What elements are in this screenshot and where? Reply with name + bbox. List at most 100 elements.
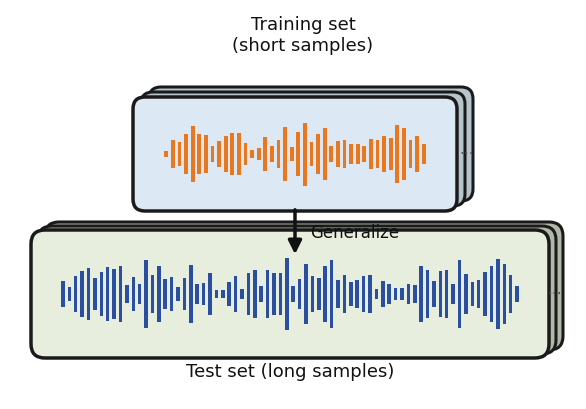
Bar [415, 136, 419, 173]
Bar [227, 282, 231, 306]
FancyBboxPatch shape [149, 88, 473, 202]
Bar [183, 279, 186, 310]
Bar [80, 271, 84, 318]
Bar [407, 284, 410, 304]
Bar [253, 270, 257, 318]
Bar [191, 127, 195, 183]
Bar [304, 264, 308, 324]
Bar [131, 277, 135, 311]
Bar [224, 136, 227, 173]
Bar [291, 287, 295, 302]
Bar [106, 267, 110, 321]
Bar [330, 261, 333, 328]
Bar [316, 135, 320, 174]
Bar [67, 287, 71, 301]
Bar [394, 288, 397, 300]
Bar [202, 283, 206, 306]
Bar [196, 284, 199, 305]
Bar [283, 128, 287, 182]
Bar [285, 258, 288, 330]
Bar [144, 260, 148, 329]
Bar [197, 135, 201, 174]
Bar [170, 277, 173, 311]
Bar [343, 141, 346, 168]
Bar [266, 271, 270, 318]
Bar [496, 260, 500, 329]
Bar [396, 126, 399, 183]
Bar [189, 265, 193, 323]
Bar [165, 151, 168, 158]
Bar [303, 123, 306, 186]
Bar [290, 148, 294, 162]
Bar [490, 266, 493, 322]
Text: Generalize: Generalize [310, 223, 399, 241]
Bar [422, 144, 425, 165]
Bar [382, 137, 386, 173]
Bar [119, 266, 122, 323]
FancyBboxPatch shape [31, 230, 549, 358]
Bar [151, 275, 154, 313]
Bar [279, 273, 282, 315]
Text: ···: ··· [459, 147, 474, 162]
Bar [349, 282, 353, 307]
Bar [237, 133, 241, 176]
Bar [381, 281, 384, 308]
Bar [138, 285, 141, 304]
Bar [509, 275, 513, 313]
Bar [257, 149, 261, 160]
Bar [204, 135, 207, 174]
Bar [230, 134, 234, 175]
Bar [329, 147, 333, 162]
Bar [363, 146, 366, 163]
Bar [451, 285, 455, 304]
Bar [464, 274, 468, 315]
FancyBboxPatch shape [133, 98, 457, 211]
Text: ···: ··· [548, 287, 563, 302]
Bar [100, 273, 103, 316]
FancyBboxPatch shape [38, 227, 556, 354]
Bar [376, 140, 379, 169]
Bar [323, 266, 327, 323]
Bar [311, 276, 314, 312]
Bar [240, 290, 244, 299]
FancyBboxPatch shape [45, 222, 563, 350]
Bar [184, 135, 188, 174]
Bar [171, 140, 175, 169]
Bar [483, 272, 487, 317]
Bar [74, 276, 77, 312]
Bar [244, 144, 247, 165]
Bar [176, 287, 180, 301]
Bar [214, 290, 218, 299]
Bar [317, 278, 321, 310]
Bar [458, 261, 461, 328]
Text: Test set (long samples): Test set (long samples) [186, 362, 394, 380]
Bar [61, 281, 64, 307]
Bar [234, 276, 237, 312]
Bar [389, 139, 393, 171]
Bar [343, 276, 346, 313]
Bar [157, 266, 161, 322]
FancyBboxPatch shape [141, 93, 465, 207]
Bar [413, 285, 417, 303]
Bar [323, 128, 326, 181]
Bar [408, 141, 413, 169]
Bar [368, 275, 372, 313]
Bar [87, 268, 90, 320]
Bar [356, 280, 359, 308]
Bar [503, 264, 506, 324]
Bar [426, 270, 430, 318]
Bar [208, 274, 212, 315]
Bar [477, 281, 481, 308]
Bar [211, 146, 214, 163]
Bar [336, 142, 340, 168]
Bar [298, 279, 301, 310]
Bar [93, 278, 97, 311]
Bar [400, 288, 404, 301]
Bar [277, 140, 280, 169]
Bar [336, 281, 340, 308]
Bar [113, 269, 116, 319]
Bar [356, 144, 360, 165]
Text: Training set
(short samples): Training set (short samples) [233, 16, 373, 55]
Bar [362, 276, 365, 312]
Bar [178, 143, 181, 166]
